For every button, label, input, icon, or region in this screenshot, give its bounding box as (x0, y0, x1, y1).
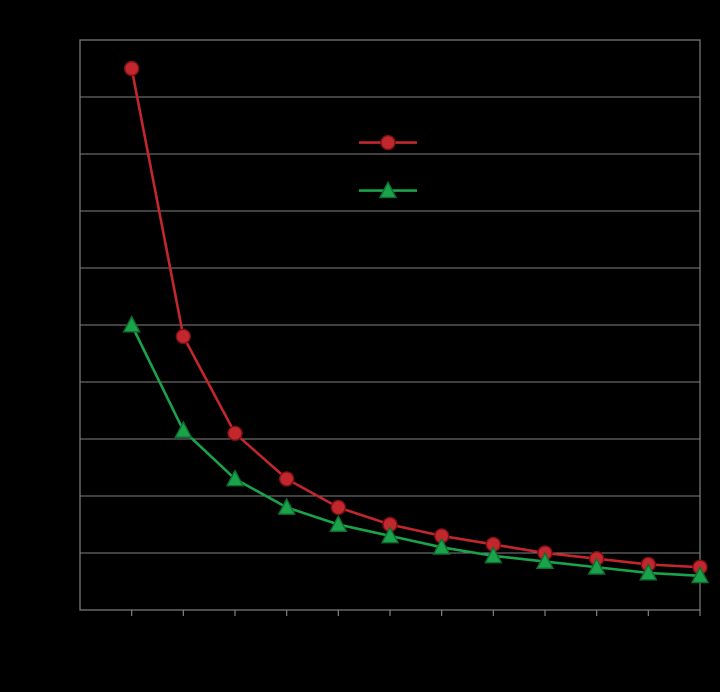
line-chart (0, 0, 720, 692)
chart-background (0, 0, 720, 692)
